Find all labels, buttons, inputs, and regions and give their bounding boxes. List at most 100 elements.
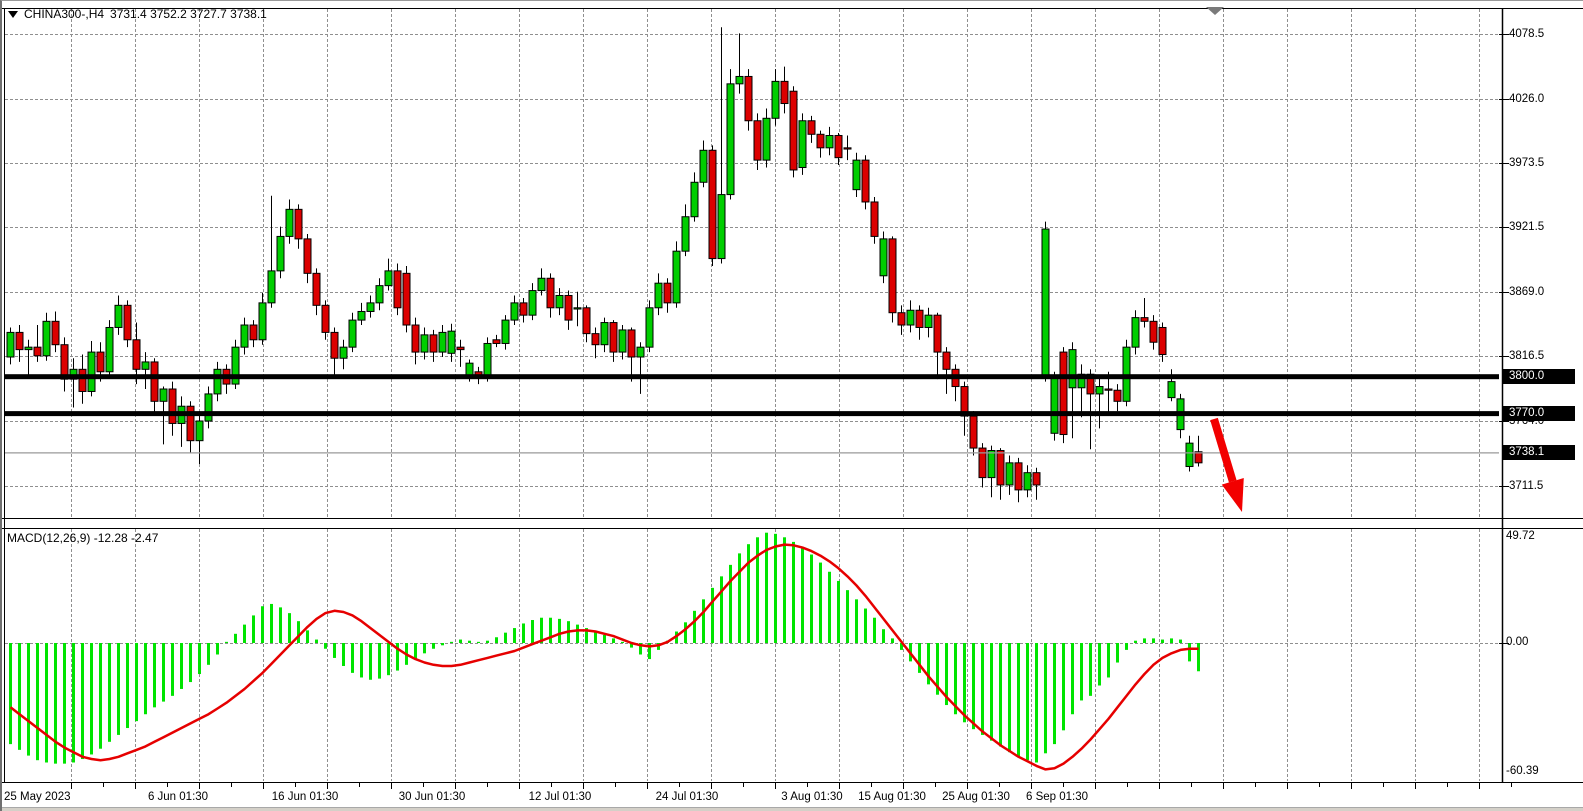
macd-histogram-bar — [261, 606, 264, 643]
price-tick-label: 4078.5 — [1509, 27, 1545, 40]
arrow-object-head[interactable] — [1221, 478, 1244, 512]
macd-histogram-bar — [63, 643, 66, 764]
candle-body — [168, 388, 177, 424]
candle-body — [744, 75, 753, 122]
macd-histogram-bar — [954, 643, 957, 715]
date-label: 16 Jun 01:30 — [271, 791, 339, 803]
candle-body — [204, 393, 213, 422]
chart-title-bar: CHINA300-,H4 3731.4 3752.2 3727.7 3738.1 — [8, 7, 267, 21]
macd-histogram-bar — [945, 643, 948, 706]
candle-body — [510, 302, 519, 321]
macd-histogram-bar — [999, 643, 1002, 747]
candle-body — [1059, 351, 1068, 436]
candle-body — [519, 302, 528, 316]
candle-body — [969, 415, 978, 449]
candle-body — [618, 329, 627, 353]
macd-histogram-bar — [684, 622, 687, 643]
date-label: 30 Jun 01:30 — [398, 791, 466, 803]
macd-histogram-bar — [594, 631, 597, 643]
macd-histogram-bar — [882, 629, 885, 643]
macd-histogram-bar — [468, 640, 471, 643]
macd-histogram-bar — [270, 603, 273, 643]
date-label: 3 Aug 01:30 — [781, 791, 843, 803]
macd-histogram-bar — [549, 617, 552, 643]
candle-body — [1050, 376, 1059, 434]
candle-body — [267, 270, 276, 304]
candle-body — [996, 450, 1005, 486]
macd-histogram-bar — [252, 615, 255, 643]
candle-body — [591, 333, 600, 346]
macd-histogram-bar — [216, 643, 219, 655]
chart-shift-marker-icon[interactable] — [1206, 7, 1224, 15]
macd-histogram-bar — [576, 624, 579, 643]
candle-body — [1104, 388, 1113, 391]
candle-body — [132, 339, 141, 370]
ohlc-readout: 3731.4 3752.2 3727.7 3738.1 — [110, 7, 267, 21]
macd-histogram-bar — [1107, 643, 1110, 678]
macd-histogram-bar — [1026, 643, 1029, 761]
macd-signal-line — [9, 543, 1199, 771]
candle-body — [861, 159, 870, 203]
macd-histogram-bar — [351, 643, 354, 673]
candle-body — [186, 405, 195, 442]
candle-body — [600, 322, 609, 346]
macd-histogram-bar — [414, 643, 417, 660]
candle-body — [1032, 472, 1041, 486]
candle-body — [1149, 320, 1158, 343]
macd-histogram-bar — [81, 643, 84, 760]
macd-histogram-bar — [189, 643, 192, 683]
macd-histogram-bar — [918, 643, 921, 673]
macd-histogram-bar — [432, 643, 435, 649]
macd-histogram-bar — [162, 643, 165, 702]
candle-body — [780, 80, 789, 105]
candle-body — [123, 304, 132, 341]
window-bottom-edge — [2, 807, 1583, 811]
candle-body — [357, 310, 366, 321]
macd-histogram-bar — [180, 643, 183, 689]
macd-histogram-bar — [279, 607, 282, 643]
candle-body — [60, 344, 69, 380]
macd-histogram-bar — [477, 641, 480, 643]
candle-body — [717, 194, 726, 260]
candle-body — [6, 331, 15, 358]
macd-histogram-bar — [711, 587, 714, 643]
candle-body — [366, 302, 375, 312]
price-tick-label: 3869.0 — [1509, 285, 1545, 298]
macd-histogram-bar — [288, 613, 291, 643]
candle-body — [96, 351, 105, 373]
candle-body — [1140, 317, 1149, 322]
macd-histogram-bar — [612, 638, 615, 643]
candle-body — [762, 117, 771, 161]
horizontal-line-object[interactable] — [4, 374, 1499, 380]
macd-histogram-bar — [504, 632, 507, 643]
macd-tick-label: -60.39 — [1506, 765, 1539, 777]
macd-histogram-bar — [774, 533, 777, 643]
macd-histogram-bar — [369, 643, 372, 680]
candle-body — [1005, 462, 1014, 486]
arrow-object-shaft[interactable] — [1210, 417, 1237, 483]
candle-body — [114, 304, 123, 328]
candle-body — [564, 294, 573, 321]
candle-body — [888, 238, 897, 314]
macd-histogram-bar — [360, 643, 363, 678]
candle-body — [339, 346, 348, 359]
macd-histogram-bar — [1179, 639, 1182, 643]
candle-body — [753, 120, 762, 161]
macd-histogram-bar — [693, 610, 696, 643]
candle-body — [555, 294, 564, 309]
macd-histogram-bar — [1143, 638, 1146, 643]
candle-body — [789, 90, 798, 171]
candle-body — [924, 314, 933, 328]
horizontal-line-object[interactable] — [4, 411, 1499, 417]
candle-body — [942, 351, 951, 370]
date-label: 25 May 2023 — [4, 791, 71, 803]
candle-body — [852, 159, 861, 191]
macd-histogram-bar — [900, 643, 903, 650]
candle-body — [546, 277, 555, 309]
candle-body — [249, 324, 258, 341]
macd-histogram-bar — [747, 544, 750, 643]
macd-histogram-bar — [756, 537, 759, 643]
candle-body — [879, 238, 888, 277]
